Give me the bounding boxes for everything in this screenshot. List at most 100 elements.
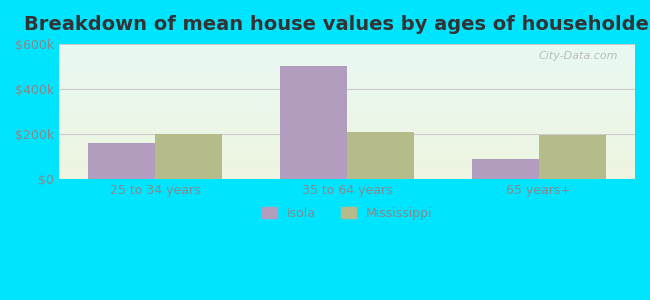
Bar <box>59 99 635 100</box>
Bar <box>59 133 635 134</box>
Bar <box>59 62 635 63</box>
Bar <box>59 111 635 112</box>
Bar <box>59 48 635 49</box>
Bar <box>59 86 635 87</box>
Bar <box>59 148 635 149</box>
Bar <box>59 113 635 114</box>
Bar <box>59 151 635 152</box>
Bar <box>59 96 635 97</box>
Bar <box>59 152 635 153</box>
Bar <box>59 58 635 59</box>
Bar <box>59 56 635 57</box>
Bar <box>59 85 635 86</box>
Bar <box>59 51 635 52</box>
Bar <box>59 61 635 62</box>
Bar <box>59 102 635 103</box>
Bar <box>59 115 635 116</box>
Bar <box>59 162 635 163</box>
Bar <box>59 50 635 51</box>
Bar <box>59 114 635 115</box>
Bar <box>59 144 635 145</box>
Bar <box>59 81 635 82</box>
Bar <box>59 53 635 54</box>
Bar <box>88 143 155 179</box>
Bar <box>59 79 635 80</box>
Bar <box>59 83 635 84</box>
Bar <box>59 112 635 113</box>
Bar <box>59 125 635 126</box>
Bar <box>59 122 635 123</box>
Bar <box>59 146 635 147</box>
Bar <box>59 68 635 69</box>
Bar <box>59 121 635 122</box>
Bar <box>59 73 635 74</box>
Bar <box>59 131 635 132</box>
Bar <box>59 117 635 118</box>
Bar <box>59 101 635 102</box>
Bar <box>59 129 635 130</box>
Bar <box>59 71 635 72</box>
Bar <box>59 88 635 89</box>
Bar <box>59 126 635 127</box>
Bar <box>59 127 635 128</box>
Bar <box>59 149 635 150</box>
Bar <box>59 135 635 136</box>
Bar <box>59 65 635 66</box>
Bar <box>59 76 635 77</box>
Bar <box>59 177 635 178</box>
Bar <box>59 169 635 170</box>
Bar <box>59 82 635 83</box>
Bar <box>59 168 635 169</box>
Bar <box>59 67 635 68</box>
Bar <box>59 80 635 81</box>
Bar <box>59 44 635 45</box>
Bar <box>59 119 635 120</box>
Bar <box>59 145 635 146</box>
Bar <box>59 93 635 94</box>
Bar <box>59 128 635 129</box>
Bar <box>59 163 635 164</box>
Bar <box>59 123 635 124</box>
Bar <box>59 147 635 148</box>
Bar <box>59 70 635 71</box>
Bar <box>59 174 635 175</box>
Bar <box>59 78 635 79</box>
Bar <box>59 104 635 105</box>
Bar <box>59 72 635 73</box>
Bar <box>59 84 635 85</box>
Bar <box>59 106 635 107</box>
Bar <box>59 46 635 47</box>
Bar <box>59 136 635 137</box>
Legend: Isola, Mississippi: Isola, Mississippi <box>257 202 437 225</box>
Bar <box>59 98 635 99</box>
Bar <box>59 124 635 125</box>
Bar <box>59 137 635 138</box>
Bar <box>59 150 635 151</box>
Bar <box>59 45 635 46</box>
Bar <box>59 170 635 171</box>
Bar <box>59 64 635 65</box>
Bar <box>59 77 635 78</box>
Bar <box>59 55 635 56</box>
Bar <box>59 171 635 172</box>
Bar <box>59 178 635 179</box>
Bar <box>59 165 635 166</box>
Bar <box>59 110 635 111</box>
Bar <box>59 89 635 90</box>
Bar <box>347 132 414 179</box>
Bar <box>59 173 635 174</box>
Bar <box>59 90 635 91</box>
Bar <box>59 87 635 88</box>
Bar <box>59 141 635 142</box>
Bar <box>59 120 635 121</box>
Bar <box>59 154 635 155</box>
Bar <box>59 143 635 144</box>
Bar <box>59 130 635 131</box>
Bar <box>59 107 635 108</box>
Bar <box>59 94 635 95</box>
Bar <box>59 138 635 139</box>
Bar <box>59 139 635 140</box>
Text: City-Data.com: City-Data.com <box>538 51 617 61</box>
Bar <box>59 158 635 159</box>
Bar <box>59 142 635 143</box>
